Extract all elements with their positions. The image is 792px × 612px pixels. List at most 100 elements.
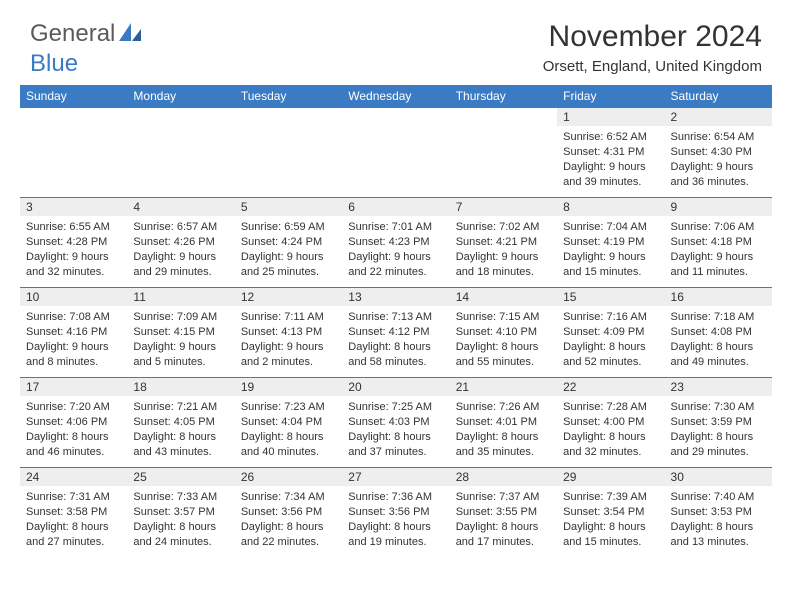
day-cell: 27Sunrise: 7:36 AMSunset: 3:56 PMDayligh…	[342, 468, 449, 558]
sunset-text: Sunset: 4:08 PM	[671, 325, 766, 340]
daylight-text: Daylight: 8 hours and 24 minutes.	[133, 520, 228, 550]
sunset-text: Sunset: 4:10 PM	[456, 325, 551, 340]
day-details: Sunrise: 6:55 AMSunset: 4:28 PMDaylight:…	[20, 216, 127, 285]
daylight-text: Daylight: 9 hours and 29 minutes.	[133, 250, 228, 280]
sunset-text: Sunset: 4:21 PM	[456, 235, 551, 250]
day-number: 22	[557, 378, 664, 396]
day-details: Sunrise: 7:40 AMSunset: 3:53 PMDaylight:…	[665, 486, 772, 555]
sunset-text: Sunset: 4:09 PM	[563, 325, 658, 340]
day-number: 24	[20, 468, 127, 486]
header: General November 2024 Orsett, England, U…	[0, 0, 792, 85]
daylight-text: Daylight: 9 hours and 25 minutes.	[241, 250, 336, 280]
day-details: Sunrise: 7:34 AMSunset: 3:56 PMDaylight:…	[235, 486, 342, 555]
sunset-text: Sunset: 4:12 PM	[348, 325, 443, 340]
day-number: 28	[450, 468, 557, 486]
week-row: 1Sunrise: 6:52 AMSunset: 4:31 PMDaylight…	[20, 108, 772, 198]
day-cell: 7Sunrise: 7:02 AMSunset: 4:21 PMDaylight…	[450, 198, 557, 288]
sunrise-text: Sunrise: 7:15 AM	[456, 310, 551, 325]
day-details: Sunrise: 7:01 AMSunset: 4:23 PMDaylight:…	[342, 216, 449, 285]
daylight-text: Daylight: 8 hours and 15 minutes.	[563, 520, 658, 550]
logo-text-2: Blue	[30, 50, 78, 78]
day-header-row: SundayMondayTuesdayWednesdayThursdayFrid…	[20, 85, 772, 108]
sunrise-text: Sunrise: 7:33 AM	[133, 490, 228, 505]
day-cell: 13Sunrise: 7:13 AMSunset: 4:12 PMDayligh…	[342, 288, 449, 378]
sunset-text: Sunset: 4:04 PM	[241, 415, 336, 430]
sunrise-text: Sunrise: 6:57 AM	[133, 220, 228, 235]
day-cell: 10Sunrise: 7:08 AMSunset: 4:16 PMDayligh…	[20, 288, 127, 378]
week-row: 17Sunrise: 7:20 AMSunset: 4:06 PMDayligh…	[20, 378, 772, 468]
daylight-text: Daylight: 8 hours and 43 minutes.	[133, 430, 228, 460]
sunrise-text: Sunrise: 6:54 AM	[671, 130, 766, 145]
sunset-text: Sunset: 4:15 PM	[133, 325, 228, 340]
sunset-text: Sunset: 4:13 PM	[241, 325, 336, 340]
month-title: November 2024	[543, 20, 762, 54]
sunrise-text: Sunrise: 7:36 AM	[348, 490, 443, 505]
day-number: 21	[450, 378, 557, 396]
day-number: 3	[20, 198, 127, 216]
day-details: Sunrise: 7:16 AMSunset: 4:09 PMDaylight:…	[557, 306, 664, 375]
daylight-text: Daylight: 9 hours and 5 minutes.	[133, 340, 228, 370]
day-number: 11	[127, 288, 234, 306]
sunrise-text: Sunrise: 6:55 AM	[26, 220, 121, 235]
day-cell: 21Sunrise: 7:26 AMSunset: 4:01 PMDayligh…	[450, 378, 557, 468]
day-cell	[127, 108, 234, 198]
daylight-text: Daylight: 9 hours and 32 minutes.	[26, 250, 121, 280]
day-details: Sunrise: 7:15 AMSunset: 4:10 PMDaylight:…	[450, 306, 557, 375]
day-cell: 24Sunrise: 7:31 AMSunset: 3:58 PMDayligh…	[20, 468, 127, 558]
sunrise-text: Sunrise: 7:39 AM	[563, 490, 658, 505]
calendar-table: SundayMondayTuesdayWednesdayThursdayFrid…	[20, 85, 772, 558]
daylight-text: Daylight: 8 hours and 19 minutes.	[348, 520, 443, 550]
sunrise-text: Sunrise: 6:52 AM	[563, 130, 658, 145]
day-number: 12	[235, 288, 342, 306]
day-number: 7	[450, 198, 557, 216]
sunset-text: Sunset: 4:01 PM	[456, 415, 551, 430]
daylight-text: Daylight: 9 hours and 36 minutes.	[671, 160, 766, 190]
daylight-text: Daylight: 8 hours and 52 minutes.	[563, 340, 658, 370]
day-details: Sunrise: 7:39 AMSunset: 3:54 PMDaylight:…	[557, 486, 664, 555]
day-header-wednesday: Wednesday	[342, 85, 449, 108]
daylight-text: Daylight: 8 hours and 27 minutes.	[26, 520, 121, 550]
sunset-text: Sunset: 3:55 PM	[456, 505, 551, 520]
day-number: 2	[665, 108, 772, 126]
daylight-text: Daylight: 8 hours and 46 minutes.	[26, 430, 121, 460]
day-cell	[20, 108, 127, 198]
daylight-text: Daylight: 8 hours and 58 minutes.	[348, 340, 443, 370]
day-details: Sunrise: 7:06 AMSunset: 4:18 PMDaylight:…	[665, 216, 772, 285]
daylight-text: Daylight: 9 hours and 18 minutes.	[456, 250, 551, 280]
sunrise-text: Sunrise: 7:02 AM	[456, 220, 551, 235]
day-details: Sunrise: 7:02 AMSunset: 4:21 PMDaylight:…	[450, 216, 557, 285]
day-cell: 22Sunrise: 7:28 AMSunset: 4:00 PMDayligh…	[557, 378, 664, 468]
day-number: 5	[235, 198, 342, 216]
day-number: 18	[127, 378, 234, 396]
day-number: 29	[557, 468, 664, 486]
week-row: 3Sunrise: 6:55 AMSunset: 4:28 PMDaylight…	[20, 198, 772, 288]
sunrise-text: Sunrise: 7:28 AM	[563, 400, 658, 415]
day-cell: 15Sunrise: 7:16 AMSunset: 4:09 PMDayligh…	[557, 288, 664, 378]
day-cell: 18Sunrise: 7:21 AMSunset: 4:05 PMDayligh…	[127, 378, 234, 468]
location-text: Orsett, England, United Kingdom	[543, 58, 762, 75]
day-details: Sunrise: 6:57 AMSunset: 4:26 PMDaylight:…	[127, 216, 234, 285]
sunset-text: Sunset: 4:18 PM	[671, 235, 766, 250]
day-cell: 23Sunrise: 7:30 AMSunset: 3:59 PMDayligh…	[665, 378, 772, 468]
day-details: Sunrise: 7:31 AMSunset: 3:58 PMDaylight:…	[20, 486, 127, 555]
daylight-text: Daylight: 9 hours and 2 minutes.	[241, 340, 336, 370]
sunrise-text: Sunrise: 7:34 AM	[241, 490, 336, 505]
day-details: Sunrise: 7:18 AMSunset: 4:08 PMDaylight:…	[665, 306, 772, 375]
day-cell: 9Sunrise: 7:06 AMSunset: 4:18 PMDaylight…	[665, 198, 772, 288]
day-details: Sunrise: 7:13 AMSunset: 4:12 PMDaylight:…	[342, 306, 449, 375]
week-row: 10Sunrise: 7:08 AMSunset: 4:16 PMDayligh…	[20, 288, 772, 378]
day-header-tuesday: Tuesday	[235, 85, 342, 108]
sunset-text: Sunset: 4:03 PM	[348, 415, 443, 430]
day-number: 9	[665, 198, 772, 216]
day-cell: 14Sunrise: 7:15 AMSunset: 4:10 PMDayligh…	[450, 288, 557, 378]
day-cell	[450, 108, 557, 198]
day-details: Sunrise: 7:04 AMSunset: 4:19 PMDaylight:…	[557, 216, 664, 285]
sunset-text: Sunset: 3:53 PM	[671, 505, 766, 520]
day-details: Sunrise: 7:36 AMSunset: 3:56 PMDaylight:…	[342, 486, 449, 555]
day-details: Sunrise: 7:20 AMSunset: 4:06 PMDaylight:…	[20, 396, 127, 465]
day-cell: 2Sunrise: 6:54 AMSunset: 4:30 PMDaylight…	[665, 108, 772, 198]
day-details: Sunrise: 7:28 AMSunset: 4:00 PMDaylight:…	[557, 396, 664, 465]
sunrise-text: Sunrise: 7:09 AM	[133, 310, 228, 325]
day-number: 25	[127, 468, 234, 486]
sunrise-text: Sunrise: 7:31 AM	[26, 490, 121, 505]
